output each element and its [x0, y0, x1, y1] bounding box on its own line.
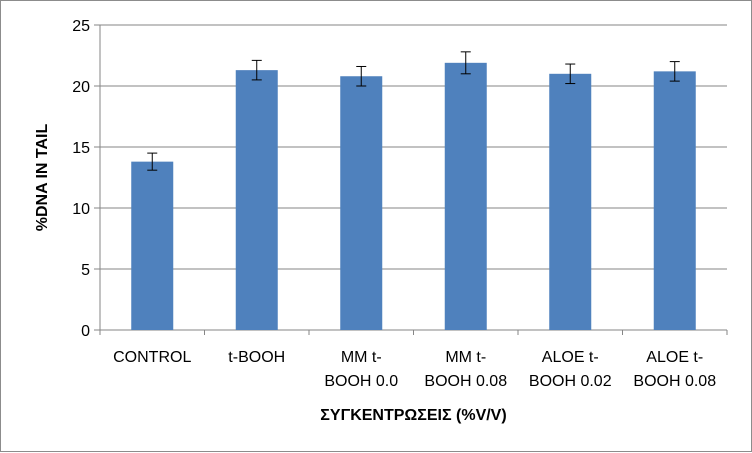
- bar: [444, 62, 487, 330]
- bar: [340, 76, 383, 331]
- y-tick-label: 0: [81, 323, 90, 340]
- gridlines: [94, 24, 728, 335]
- bar: [549, 73, 592, 331]
- x-tick-labels: CONTROL t-BOOH MM t- BOOH 0.0 MM t- BOOH 0.08…: [113, 349, 716, 390]
- x-tick-label: BOOH 0.08: [424, 373, 507, 390]
- y-tick-label: 25: [72, 18, 90, 35]
- x-tick-label: BOOH 0.02: [529, 373, 612, 390]
- x-tick-label: ALOE t-: [646, 349, 703, 366]
- x-tick-label: t-BOOH: [228, 349, 285, 366]
- x-tick-label: CONTROL: [113, 349, 191, 366]
- y-tick-label: 15: [72, 140, 90, 157]
- bar: [235, 70, 278, 330]
- error-bars: [147, 51, 680, 171]
- x-tick-label: BOOH 0.0: [324, 373, 398, 390]
- bar: [131, 161, 174, 330]
- y-tick-labels: 0 5 10 15 20 25: [72, 18, 90, 340]
- y-axis-title: %DNA IN TAIL: [34, 124, 51, 232]
- x-tick-label: MM t-: [445, 349, 486, 366]
- x-tick-label: BOOH 0.08: [633, 373, 716, 390]
- y-tick-label: 10: [72, 201, 90, 218]
- x-tick-label: ALOE t-: [542, 349, 599, 366]
- x-axis-title: ΣΥΓΚΕΝΤΡΩΣΕΙΣ (%V/V): [320, 407, 506, 424]
- bars: [131, 62, 696, 331]
- x-tick-label: MM t-: [341, 349, 382, 366]
- bar: [653, 71, 696, 331]
- y-tick-label: 5: [81, 262, 90, 279]
- y-tick-label: 20: [72, 79, 90, 96]
